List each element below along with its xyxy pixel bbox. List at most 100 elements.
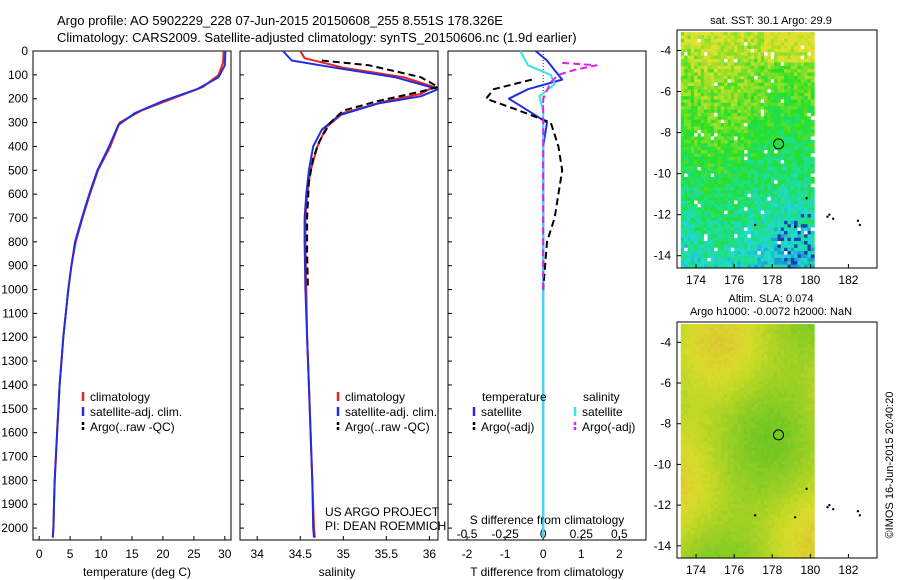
map-cell xyxy=(697,474,702,479)
x-tick-label: -1 xyxy=(500,547,511,561)
map-cell xyxy=(694,227,698,232)
map-cell xyxy=(730,166,735,171)
map-cell xyxy=(694,217,698,222)
map-cell xyxy=(757,244,762,249)
map-cell xyxy=(770,139,775,144)
map-cell xyxy=(710,32,715,37)
map-cell xyxy=(694,444,698,449)
map-cell xyxy=(757,116,762,121)
map-cell xyxy=(727,471,732,475)
map-cell xyxy=(767,65,772,70)
map-cell xyxy=(750,367,755,372)
argo-location-marker xyxy=(773,138,785,150)
map-cell xyxy=(720,424,725,429)
map-cell xyxy=(720,337,725,342)
map-cell xyxy=(724,350,728,355)
map-cell xyxy=(734,251,738,256)
map-cell xyxy=(757,487,762,492)
map-cell xyxy=(770,501,775,506)
map-cell xyxy=(694,504,698,509)
map-cell xyxy=(687,126,692,131)
map-cell xyxy=(687,217,692,222)
map-cell xyxy=(684,347,688,352)
map-cell xyxy=(780,62,785,67)
map-cell xyxy=(697,517,702,522)
map-cell xyxy=(717,52,722,57)
map-cell xyxy=(710,234,715,239)
map-cell xyxy=(750,487,755,492)
map-cell xyxy=(690,454,695,459)
map-cell xyxy=(740,497,745,502)
map-cell xyxy=(750,247,755,252)
map-cell xyxy=(804,38,808,43)
map-cell xyxy=(760,190,765,195)
map-cell xyxy=(700,337,705,342)
map-cell xyxy=(760,96,765,101)
map-cell xyxy=(810,38,815,43)
map-cell xyxy=(714,183,718,188)
map-cell xyxy=(780,217,785,222)
map-cell xyxy=(770,474,775,479)
map-cell xyxy=(717,477,722,482)
map-cell xyxy=(684,417,688,422)
map-cell xyxy=(687,454,692,459)
map-cell xyxy=(794,48,798,53)
map-cell xyxy=(757,367,762,372)
map-cell xyxy=(767,354,772,358)
map-cell xyxy=(774,324,778,328)
map-cell xyxy=(704,156,708,161)
map-cell xyxy=(750,136,755,141)
map-cell xyxy=(810,72,815,77)
map-cell xyxy=(750,65,755,70)
map-cell xyxy=(757,126,762,131)
map-cell xyxy=(680,75,685,80)
map-cell xyxy=(770,437,775,442)
map-cell xyxy=(747,424,752,429)
map-cell xyxy=(757,156,762,161)
map-cell xyxy=(700,200,705,205)
map-cell xyxy=(697,102,702,107)
map-cell xyxy=(797,55,802,60)
map-cell xyxy=(690,241,695,245)
map-cell xyxy=(697,251,702,256)
map-cell xyxy=(717,461,722,465)
map-cell xyxy=(750,491,755,496)
map-cell xyxy=(724,237,728,242)
map-cell xyxy=(724,527,728,532)
map-cell xyxy=(687,494,692,499)
map-cell xyxy=(720,534,725,539)
map-cell xyxy=(810,102,815,107)
map-cell xyxy=(730,344,735,348)
map-cell xyxy=(737,417,742,422)
map-cell xyxy=(774,357,778,362)
map-cell xyxy=(757,123,762,128)
map-cell xyxy=(714,437,718,442)
map-cell xyxy=(680,99,685,104)
map-cell xyxy=(717,244,722,249)
map-cell xyxy=(700,491,705,496)
map-cell xyxy=(744,481,748,485)
map-cell xyxy=(760,414,765,419)
map-cell xyxy=(750,527,755,532)
map-cell xyxy=(800,251,805,256)
map-cell xyxy=(707,357,712,362)
map-cell xyxy=(770,367,775,372)
map-cell xyxy=(717,214,722,219)
map-cell xyxy=(714,217,718,222)
map-cell xyxy=(697,55,702,60)
map-cell xyxy=(697,551,702,556)
map-cell xyxy=(744,173,748,178)
map-cell xyxy=(750,79,755,84)
map-cell xyxy=(690,427,695,432)
map-cell xyxy=(724,397,728,402)
map-cell xyxy=(774,387,778,392)
map-cell xyxy=(740,330,745,335)
map-cell xyxy=(757,417,762,422)
map-cell xyxy=(737,32,742,37)
map-cell xyxy=(710,227,715,232)
map-cell xyxy=(760,537,765,542)
map-cell xyxy=(684,207,688,212)
map-cell xyxy=(774,65,778,70)
map-cell xyxy=(697,494,702,499)
map-cell xyxy=(687,457,692,462)
